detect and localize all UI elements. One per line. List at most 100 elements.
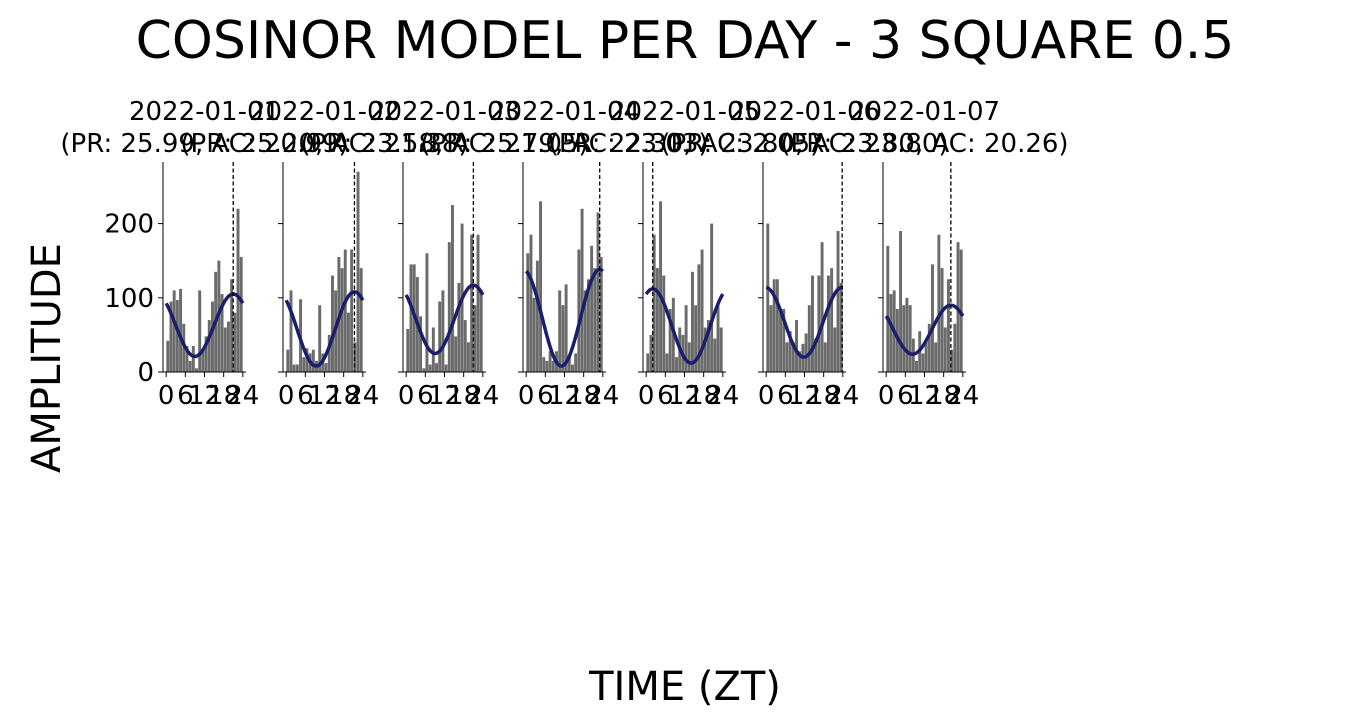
activity-bar <box>590 245 594 372</box>
activity-bar <box>788 331 792 372</box>
activity-bar <box>905 297 909 372</box>
activity-bar <box>230 279 234 372</box>
x-tick-label: 18 <box>687 381 720 411</box>
x-tick-label: 0 <box>638 381 655 411</box>
cosinor-fit-curve <box>164 292 245 359</box>
activity-bar <box>772 279 776 372</box>
x-tick-label: 0 <box>878 381 895 411</box>
x-tick-label: 12 <box>668 381 701 411</box>
x-tick-label: 24 <box>826 381 859 411</box>
activity-bar <box>580 208 584 372</box>
activity-bar <box>551 360 555 372</box>
activity-bar <box>779 312 783 372</box>
activity-bar <box>327 334 331 372</box>
activity-bar <box>785 342 789 372</box>
activity-bar <box>346 312 350 372</box>
activity-bar <box>687 342 691 372</box>
x-tick-label: 0 <box>518 381 535 411</box>
activity-bar <box>599 256 603 372</box>
activity-bar <box>811 275 814 372</box>
activity-bar <box>571 364 574 372</box>
activity-bar <box>713 338 717 372</box>
activity-bar <box>675 357 678 372</box>
activity-bar <box>561 305 565 372</box>
activity-bar <box>451 205 454 372</box>
x-tick-label: 6 <box>417 381 434 411</box>
x-tick-label: 18 <box>567 381 600 411</box>
panel-stats-subtitle: (PR: 25.99, AC: 20.99) <box>60 129 348 159</box>
cosinor-fit-curve <box>284 290 365 368</box>
activity-bar <box>716 305 720 372</box>
panel-date-title: 2022-01-03 <box>369 97 520 127</box>
activity-bar <box>807 305 811 372</box>
activity-bar <box>305 348 309 372</box>
activity-bar <box>548 351 552 372</box>
x-tick-label: 18 <box>207 381 240 411</box>
activity-bar <box>691 271 694 372</box>
cosinor-fit-curve <box>884 303 965 356</box>
activity-bar <box>931 264 934 372</box>
x-tick-label: 18 <box>327 381 360 411</box>
x-tick-label: 12 <box>788 381 821 411</box>
activity-bar <box>201 349 205 372</box>
activity-bar <box>295 364 299 372</box>
activity-bar <box>545 360 549 372</box>
activity-bar <box>769 305 773 372</box>
figure-y-label: AMPLITUDE <box>24 243 70 473</box>
activity-bar <box>823 342 827 372</box>
activity-bar <box>292 364 296 372</box>
figure-x-label: TIME (ZT) <box>588 664 781 710</box>
activity-bar <box>526 253 530 372</box>
activity-bar <box>343 249 347 372</box>
activity-bar <box>795 320 798 372</box>
panel-stats-subtitle: (PR: 23.80, AC: 20.26) <box>780 129 1068 159</box>
activity-bar <box>924 342 928 372</box>
activity-bar <box>169 301 173 372</box>
x-tick-label: 6 <box>777 381 794 411</box>
activity-bar <box>340 268 344 372</box>
x-tick-label: 12 <box>428 381 461 411</box>
activity-bar <box>703 327 707 372</box>
activity-bar <box>302 357 306 372</box>
activity-bar <box>593 268 597 372</box>
panel-stats-subtitle: (PR: 25.79, AC: 23.03) <box>420 129 708 159</box>
activity-bar <box>946 279 950 372</box>
activity-bar <box>817 275 821 372</box>
cosinor-fit-curve <box>644 287 725 365</box>
activity-bar <box>953 323 957 372</box>
activity-bar <box>574 353 578 372</box>
activity-bar <box>950 349 954 372</box>
panel-stats-subtitle: (PR: 23.80, AC: 23.80) <box>660 129 948 159</box>
x-tick-label: 6 <box>537 381 554 411</box>
panel-date-title: 2022-01-05 <box>609 97 760 127</box>
activity-bar <box>719 327 723 372</box>
activity-bar <box>596 212 600 372</box>
activity-bar <box>943 327 947 372</box>
activity-bar <box>833 327 837 372</box>
activity-bar <box>470 234 474 372</box>
activity-bar <box>286 349 290 372</box>
activity-bar <box>454 336 458 372</box>
activity-bar <box>441 290 445 372</box>
activity-bar <box>915 360 918 372</box>
panel-stats-subtitle: (PR: 22.30, AC: 2.05) <box>549 129 821 159</box>
activity-bar <box>211 301 214 372</box>
activity-bar <box>331 275 334 372</box>
x-tick-label: 12 <box>308 381 341 411</box>
x-tick-label: 18 <box>807 381 840 411</box>
x-tick-label: 12 <box>908 381 941 411</box>
activity-bar <box>195 368 198 372</box>
activity-bar <box>668 308 672 372</box>
activity-bar <box>694 305 698 372</box>
activity-bar <box>908 305 912 372</box>
activity-bar <box>697 264 701 372</box>
activity-bar <box>798 351 802 372</box>
x-tick-label: 0 <box>158 381 175 411</box>
